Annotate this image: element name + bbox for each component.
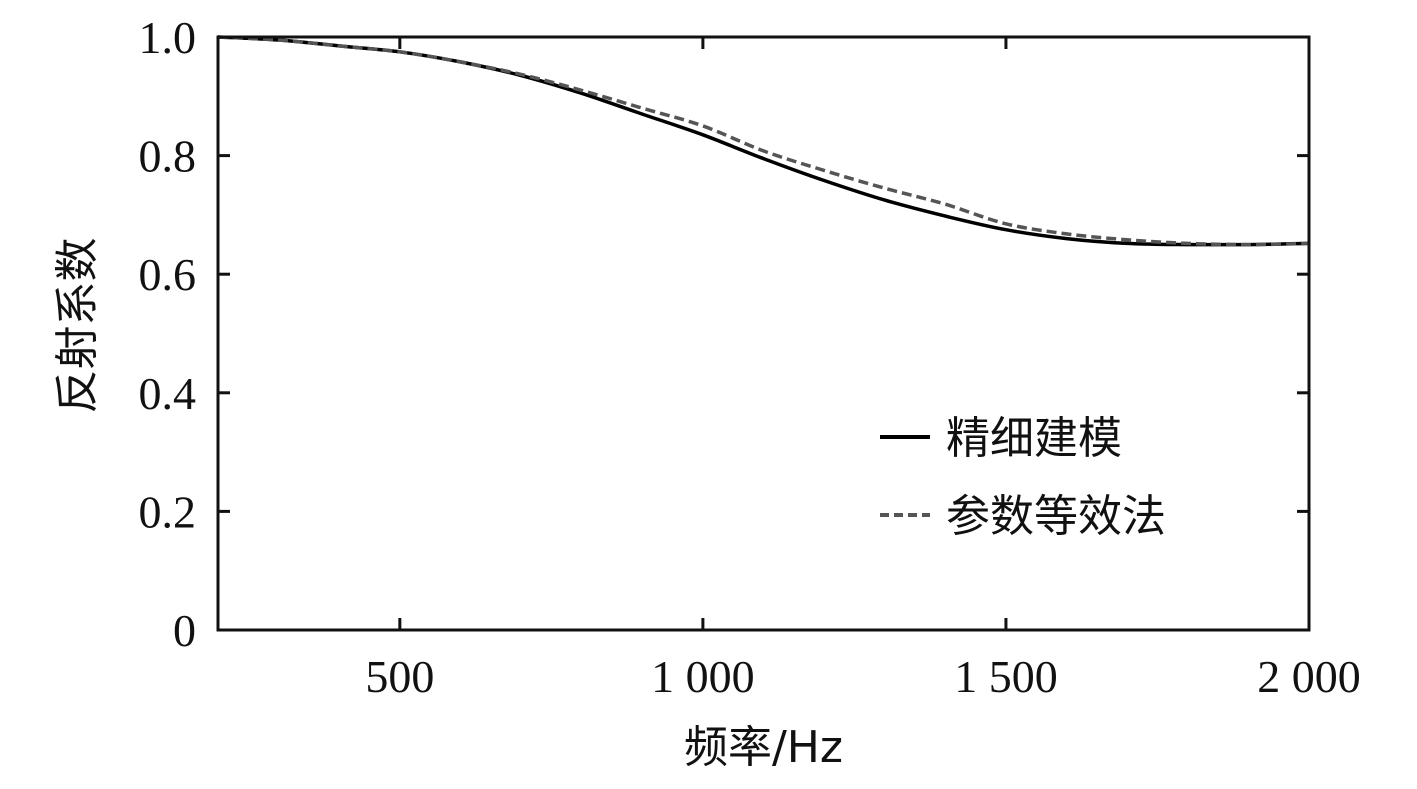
y-tick-label-1: 0.2 <box>139 486 197 537</box>
x-tick-label-2: 1 500 <box>954 651 1058 702</box>
y-axis-title: 反射系数 <box>52 238 103 414</box>
y-tick-label-2: 0.4 <box>139 368 197 419</box>
x-tick-labels: 500 1 000 1 500 2 000 <box>365 651 1360 702</box>
x-tick-label-1: 1 000 <box>651 651 755 702</box>
tick-marks <box>218 35 1311 632</box>
x-axis-title: 频率/Hz <box>684 722 843 773</box>
y-tick-labels: 0 0.2 0.4 0.6 0.8 1.0 <box>139 12 197 656</box>
series-line-0 <box>217 35 1310 247</box>
legend-label-fine-model: 精细建模 <box>946 413 1122 464</box>
series-lines <box>217 35 1310 247</box>
y-tick-label-3: 0.6 <box>139 249 197 300</box>
x-tick-label-0: 500 <box>365 651 434 702</box>
series-line-1 <box>217 35 1310 247</box>
x-tick-label-3: 2 000 <box>1257 651 1361 702</box>
y-tick-label-4: 0.8 <box>139 131 197 182</box>
y-tick-label-5: 1.0 <box>139 12 197 63</box>
plot-frame <box>216 35 1311 632</box>
y-tick-label-0: 0 <box>173 605 196 656</box>
legend-label-equivalent-method: 参数等效法 <box>946 491 1166 542</box>
legend: 精细建模 参数等效法 <box>880 413 1166 542</box>
